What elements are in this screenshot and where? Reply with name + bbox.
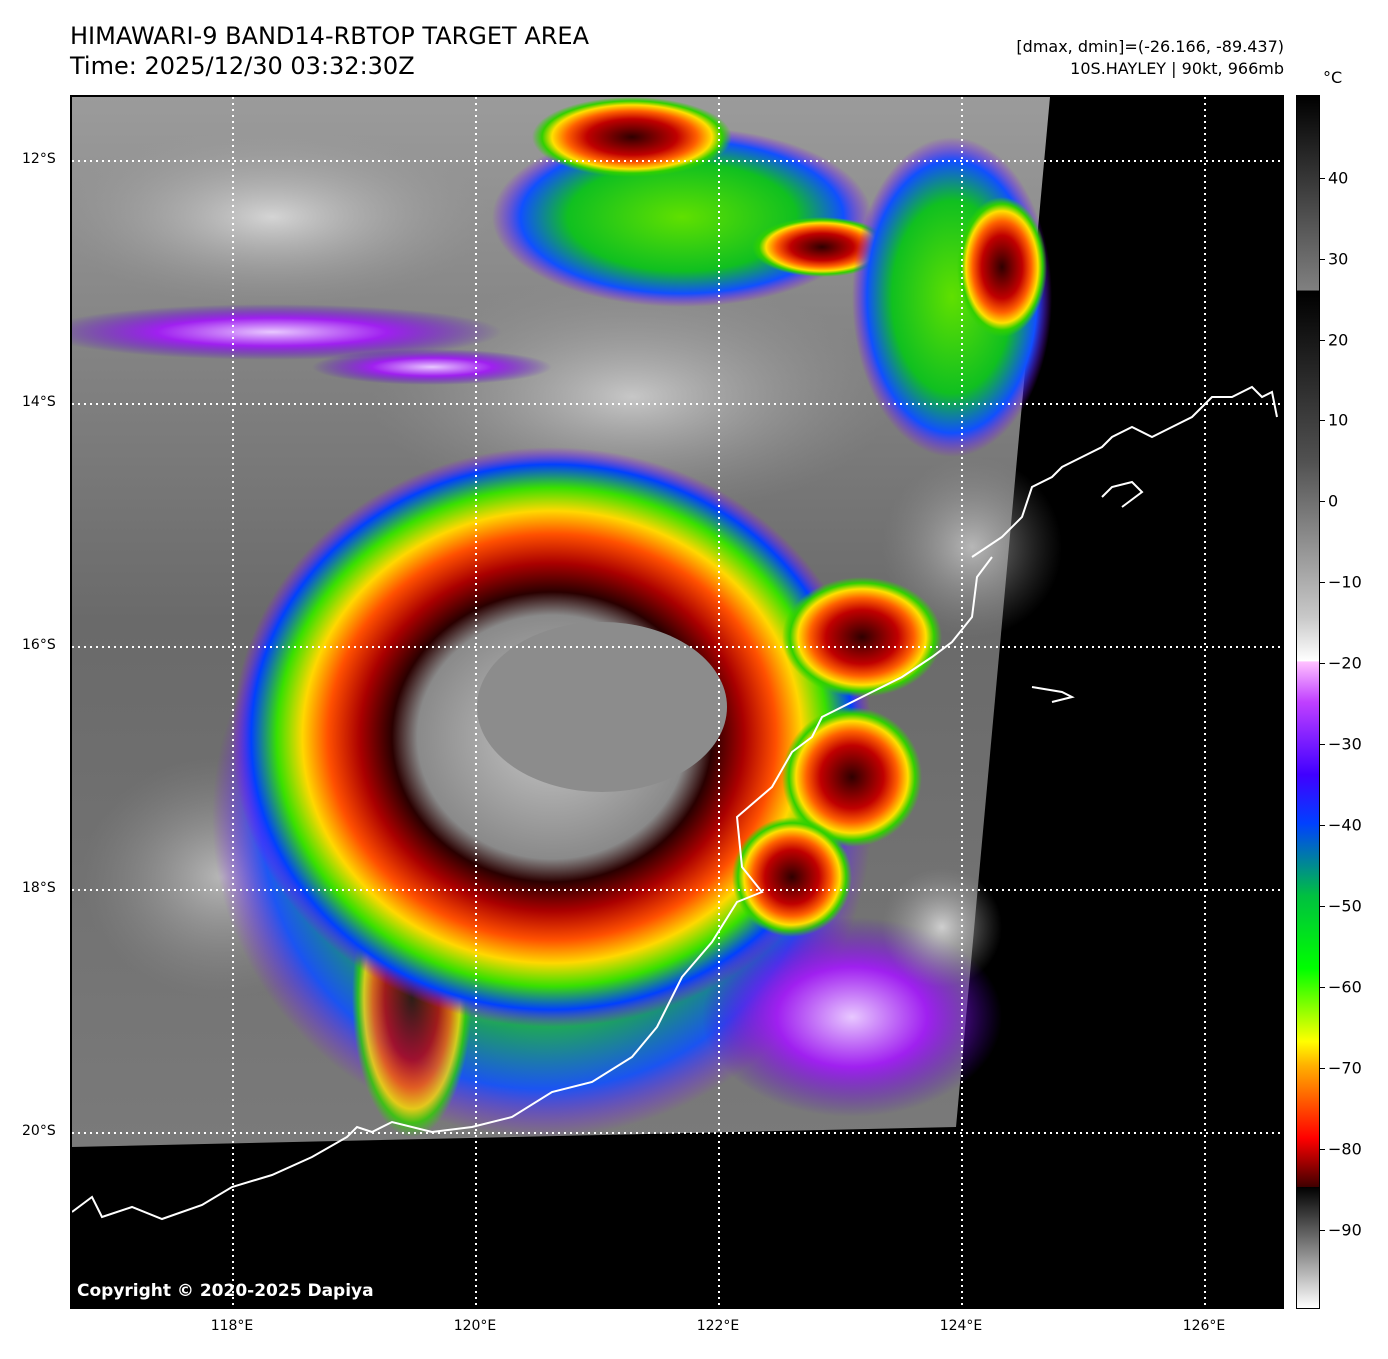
colorbar-label-0: 0 [1328,491,1339,511]
chart-title: HIMAWARI-9 BAND14-RBTOP TARGET AREA [70,22,590,50]
lat-label-16s: 16°S [22,637,56,653]
lon-label-124e: 124°E [939,1318,983,1334]
colorbar-label-20: 20 [1328,330,1349,350]
colorbar-label-minus60: −60 [1328,977,1362,997]
colorbar-label-minus30: −30 [1328,734,1362,754]
colorbar-label-minus20: −20 [1328,653,1362,673]
satellite-imagery [72,97,1282,1307]
chart-timestamp: Time: 2025/12/30 03:32:30Z [70,52,415,80]
lon-label-118e: 118°E [210,1318,254,1334]
colorbar-label-minus70: −70 [1328,1058,1362,1078]
lat-label-12s: 12°S [22,151,56,167]
coastline [72,385,1278,1221]
colorbar-label-40: 40 [1328,168,1349,188]
colorbar [1296,95,1320,1309]
graticule [72,97,1282,1307]
lon-label-126e: 126°E [1182,1318,1226,1334]
colorbar-label-minus90: −90 [1328,1220,1362,1240]
colorbar-unit: °C [1323,68,1343,87]
cloud-field [72,97,1062,1137]
colorbar-label-30: 30 [1328,249,1349,269]
lat-label-14s: 14°S [22,394,56,410]
satellite-map: Copyright © 2020-2025 Dapiya [70,95,1284,1309]
copyright-notice: Copyright © 2020-2025 Dapiya [77,1281,374,1301]
data-range-text: [dmax, dmin]=(-26.166, -89.437) [1016,37,1284,56]
colorbar-label-minus50: −50 [1328,896,1362,916]
lon-label-122e: 122°E [696,1318,740,1334]
colorbar-label-minus10: −10 [1328,572,1362,592]
colorbar-label-minus40: −40 [1328,815,1362,835]
lat-label-20s: 20°S [22,1123,56,1139]
colorbar-label-10: 10 [1328,410,1349,430]
lon-label-120e: 120°E [453,1318,497,1334]
colorbar-label-minus80: −80 [1328,1139,1362,1159]
storm-info-text: 10S.HAYLEY | 90kt, 966mb [1070,59,1284,78]
lat-label-18s: 18°S [22,880,56,896]
